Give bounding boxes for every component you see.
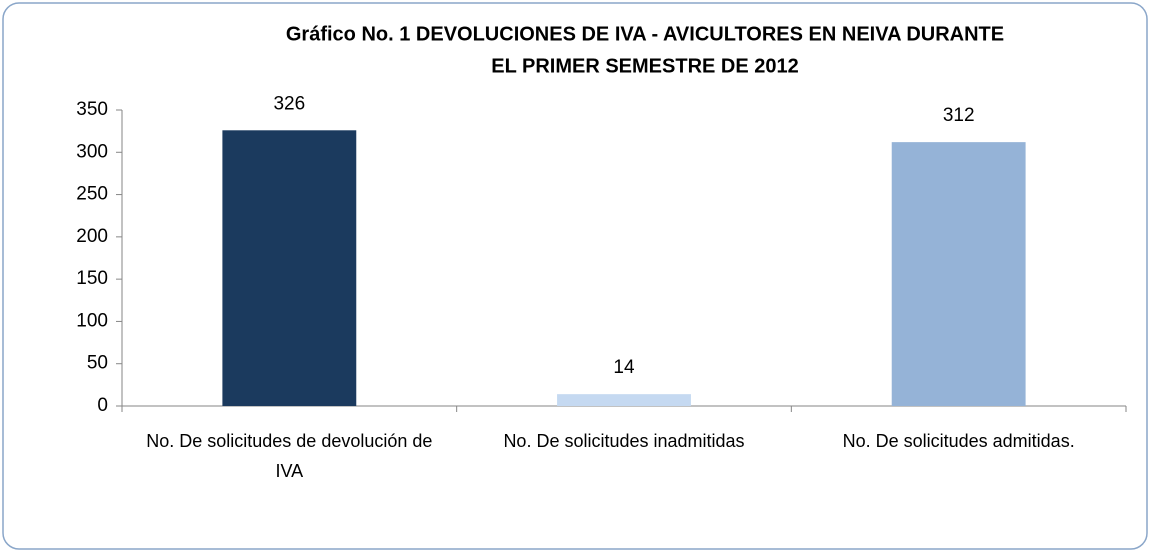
bar <box>222 130 357 406</box>
value-label: 312 <box>943 105 975 126</box>
chart-title: EL PRIMER SEMESTRE DE 2012 <box>491 55 799 77</box>
value-label: 326 <box>273 93 305 114</box>
value-label: 14 <box>613 357 635 378</box>
y-tick-label: 300 <box>76 141 108 162</box>
chart-title: Gráfico No. 1 DEVOLUCIONES DE IVA - AVIC… <box>286 23 1004 45</box>
x-tick-label: No. De solicitudes de devolución de IVA <box>146 431 433 481</box>
y-tick-label: 200 <box>76 226 108 247</box>
y-tick-label: 150 <box>76 268 108 289</box>
x-tick-label: No. De solicitudes admitidas. <box>842 431 1075 451</box>
y-tick-label: 250 <box>76 184 108 205</box>
y-tick-label: 0 <box>97 395 108 416</box>
bar <box>891 142 1026 406</box>
x-tick-label: No. De solicitudes inadmitidas <box>503 431 745 451</box>
y-tick-label: 50 <box>87 353 108 374</box>
y-tick-label: 100 <box>76 310 108 331</box>
bar <box>557 394 691 406</box>
y-tick-label: 350 <box>76 99 108 120</box>
